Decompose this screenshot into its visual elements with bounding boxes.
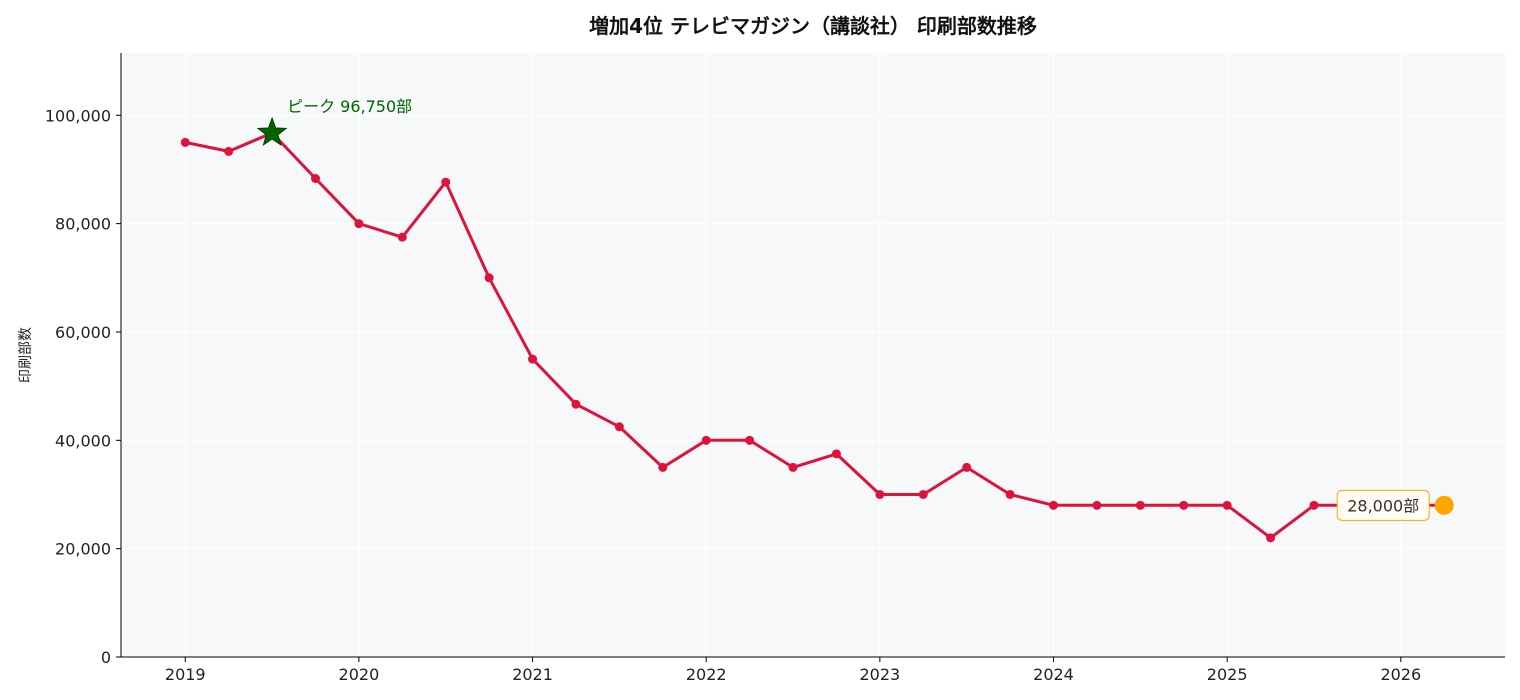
chart-title: 増加4位 テレビマガジン（講談社） 印刷部数推移: [589, 14, 1037, 38]
data-point: [962, 462, 972, 472]
y-tick-label: 20,000: [55, 540, 111, 559]
x-tick-label: 2022: [686, 665, 727, 684]
x-tick-label: 2021: [512, 665, 553, 684]
tick-labels: 2019 2020 2021 2022 2023 2024 2025 2026 0 20,000 4…: [45, 106, 1421, 684]
y-tick-label: 100,000: [45, 106, 111, 125]
data-point: [1266, 533, 1276, 543]
x-tick-label: 2025: [1207, 665, 1248, 684]
data-point: [658, 462, 668, 472]
x-tick-label: 2024: [1033, 665, 1074, 684]
series-line-group: [183, 131, 1446, 540]
y-tick-label: 60,000: [55, 323, 111, 342]
peak-star-marker: [256, 116, 288, 146]
series-line: [183, 131, 1446, 540]
data-point: [310, 173, 320, 183]
data-point: [788, 462, 798, 472]
data-point: [441, 177, 451, 187]
data-point: [1135, 500, 1145, 510]
data-point: [354, 219, 364, 229]
data-point: [397, 232, 407, 242]
data-point: [224, 146, 234, 156]
axes: [120, 53, 1505, 658]
x-tick-label: 2019: [165, 665, 206, 684]
data-point: [180, 137, 190, 147]
y-tick-label: 40,000: [55, 431, 111, 450]
data-point: [701, 435, 711, 445]
x-tick-label: 2020: [339, 665, 380, 684]
data-point: [571, 399, 581, 409]
data-point: [1222, 500, 1232, 510]
y-tick-label: 0: [101, 648, 111, 667]
grid-lines: [121, 53, 1505, 658]
data-point: [484, 273, 494, 283]
annotations: ピーク 96,750部 28,000部: [256, 97, 1454, 521]
data-point: [1005, 489, 1015, 499]
data-point: [1179, 500, 1189, 510]
latest-value-label: 28,000部: [1347, 496, 1419, 515]
data-point: [745, 435, 755, 445]
data-points: [180, 128, 1449, 543]
data-point: [875, 489, 885, 499]
data-point: [614, 422, 624, 432]
x-tick-label: 2023: [859, 665, 900, 684]
data-point: [528, 354, 538, 364]
plot-background: [121, 53, 1505, 657]
data-point: [1049, 500, 1059, 510]
y-axis-title: 印刷部数: [18, 327, 34, 383]
latest-value-marker: [1434, 495, 1454, 515]
data-point: [918, 489, 928, 499]
y-tick-label: 80,000: [55, 215, 111, 234]
data-point: [831, 449, 841, 459]
data-point: [1309, 500, 1319, 510]
peak-label: ピーク 96,750部: [287, 97, 412, 116]
x-tick-label: 2026: [1380, 665, 1421, 684]
latest-value-label-box: [1336, 489, 1430, 521]
data-point: [1092, 500, 1102, 510]
